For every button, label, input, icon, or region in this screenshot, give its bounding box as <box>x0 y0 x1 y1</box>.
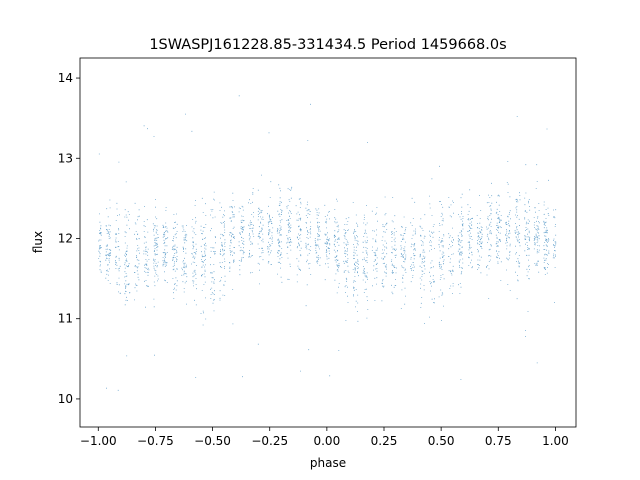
y-tick-label: 13 <box>58 151 73 165</box>
x-axis-label: phase <box>310 456 346 470</box>
y-tick-label: 14 <box>58 71 73 85</box>
chart-title: 1SWASPJ161228.85-331434.5 Period 1459668… <box>149 37 506 53</box>
plot-frame <box>79 57 577 428</box>
x-tick-label: −0.50 <box>194 434 231 448</box>
x-tick-label: −0.75 <box>137 434 174 448</box>
y-axis-label: flux <box>31 231 45 253</box>
x-tick-label: −0.25 <box>251 434 288 448</box>
scatter-points <box>98 95 557 391</box>
x-tick-label: −1.00 <box>80 434 117 448</box>
y-axis: 10 11 12 13 14 <box>58 71 80 406</box>
data-points <box>98 95 557 391</box>
x-tick-label: 0.50 <box>428 434 455 448</box>
x-tick-label: 0.25 <box>371 434 398 448</box>
y-tick-label: 11 <box>58 312 73 326</box>
x-axis: −1.00 −0.75 −0.50 −0.25 0.00 0.25 0.50 0.75 1.00 <box>80 427 569 448</box>
y-tick-label: 10 <box>58 392 73 406</box>
x-tick-label: 0.00 <box>313 434 340 448</box>
x-tick-label: 0.75 <box>485 434 512 448</box>
x-tick-label: 1.00 <box>542 434 569 448</box>
y-tick-label: 12 <box>58 231 73 245</box>
